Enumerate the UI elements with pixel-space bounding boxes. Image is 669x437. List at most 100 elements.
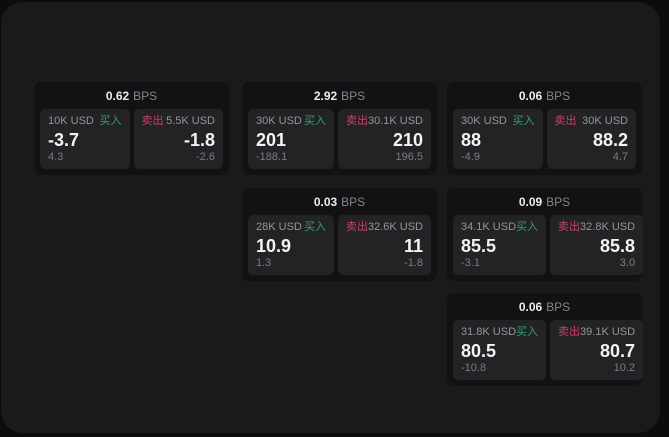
sell-price: 210 <box>392 130 423 150</box>
buy-price: 85.5 <box>461 236 497 256</box>
sell-label: 卖出 <box>141 115 164 127</box>
card-header: 0.06 BPS <box>447 82 642 109</box>
buy-pane-top: 10K USD 买入 <box>48 115 122 128</box>
card-body: 10K USD 买入 -3.7 4.3 卖出 5.5K USD -1.8 -2.… <box>34 109 229 175</box>
card-body: 31.8K USD 买入 80.5 -10.8 卖出 39.1K USD 80.… <box>447 320 644 386</box>
buy-amount: 28K USD <box>256 221 302 233</box>
sell-price: 80.7 <box>600 341 636 361</box>
card-body: 30K USD 买入 88 -4.9 卖出 30K USD 88.2 4.7 <box>447 109 642 175</box>
buy-amount: 30K USD <box>461 115 507 127</box>
sell-delta: 4.7 <box>612 151 628 163</box>
bps-value: 2.92 <box>313 88 338 103</box>
sell-pane-top: 卖出 30.1K USD <box>346 115 423 128</box>
buy-pane[interactable]: 30K USD 买入 88 -4.9 <box>453 109 543 169</box>
buy-delta: -3.1 <box>461 257 480 269</box>
bps-unit-label: BPS <box>546 194 571 209</box>
sell-delta: 10.2 <box>613 362 636 374</box>
bps-value: 0.03 <box>313 194 338 209</box>
sell-pane[interactable]: 卖出 39.1K USD 80.7 10.2 <box>550 320 644 380</box>
spread-card: 0.06 BPS 31.8K USD 买入 80.5 -10.8 卖出 39.1… <box>447 293 644 386</box>
card-body: 28K USD 买入 10.9 1.3 卖出 32.6K USD 11 -1.8 <box>242 215 437 281</box>
buy-delta: 4.3 <box>48 151 64 163</box>
card-header: 0.62 BPS <box>34 82 229 109</box>
sell-price: 11 <box>403 236 423 256</box>
sell-label: 卖出 <box>558 326 581 338</box>
buy-pane[interactable]: 30K USD 买入 201 -188.1 <box>248 109 334 169</box>
sell-pane[interactable]: 卖出 5.5K USD -1.8 -2.6 <box>133 109 223 169</box>
sell-label: 卖出 <box>345 115 368 127</box>
sell-label: 卖出 <box>558 221 581 233</box>
sell-pane[interactable]: 卖出 32.8K USD 85.8 3.0 <box>550 215 644 275</box>
buy-label: 买入 <box>512 115 535 127</box>
card-header: 0.06 BPS <box>447 293 642 320</box>
spread-card: 2.92 BPS 30K USD 买入 201 -188.1 卖出 30.1K … <box>242 82 437 175</box>
spread-card: 0.09 BPS 34.1K USD 买入 85.5 -3.1 卖出 32.8K… <box>447 188 644 281</box>
buy-label: 买入 <box>516 221 539 233</box>
sell-delta: 196.5 <box>395 151 423 163</box>
spread-card: 0.06 BPS 30K USD 买入 88 -4.9 卖出 30K USD 8… <box>447 82 642 175</box>
buy-amount: 30K USD <box>256 115 302 127</box>
buy-price: 88 <box>461 130 482 150</box>
buy-pane[interactable]: 28K USD 买入 10.9 1.3 <box>248 215 334 275</box>
bps-value: 0.62 <box>105 88 130 103</box>
bps-unit-label: BPS <box>546 299 571 314</box>
buy-pane[interactable]: 31.8K USD 买入 80.5 -10.8 <box>453 320 547 380</box>
bps-value: 0.06 <box>518 88 543 103</box>
buy-label: 买入 <box>303 115 326 127</box>
sell-amount: 39.1K USD <box>580 326 636 338</box>
buy-delta: -188.1 <box>256 151 288 163</box>
sell-pane-top: 卖出 39.1K USD <box>558 326 635 339</box>
buy-amount: 10K USD <box>48 115 94 127</box>
card-header: 2.92 BPS <box>242 82 437 109</box>
buy-price: -3.7 <box>48 130 80 150</box>
buy-pane-top: 30K USD 买入 <box>461 115 535 128</box>
buy-delta: -10.8 <box>461 362 487 374</box>
spread-card: 0.62 BPS 10K USD 买入 -3.7 4.3 卖出 5.5K USD… <box>34 82 229 175</box>
sell-pane[interactable]: 卖出 30.1K USD 210 196.5 <box>337 109 431 169</box>
buy-label: 买入 <box>516 326 539 338</box>
buy-pane[interactable]: 10K USD 买入 -3.7 4.3 <box>40 109 130 169</box>
sell-amount: 5.5K USD <box>166 115 215 127</box>
sell-delta: -2.6 <box>196 151 215 163</box>
buy-price: 10.9 <box>256 236 292 256</box>
buy-label: 买入 <box>99 115 122 127</box>
sell-pane-top: 卖出 32.6K USD <box>346 221 423 234</box>
buy-pane-top: 31.8K USD 买入 <box>461 326 538 339</box>
buy-label: 买入 <box>303 221 326 233</box>
sell-delta: 3.0 <box>619 257 636 269</box>
sell-price: 85.8 <box>600 236 636 256</box>
buy-delta: 1.3 <box>256 257 272 269</box>
sell-delta: -1.8 <box>404 257 423 269</box>
sell-pane-top: 卖出 30K USD <box>555 115 629 128</box>
card-body: 30K USD 买入 201 -188.1 卖出 30.1K USD 210 1… <box>242 109 437 175</box>
sell-label: 卖出 <box>554 115 577 127</box>
card-body: 34.1K USD 买入 85.5 -3.1 卖出 32.8K USD 85.8… <box>447 215 644 281</box>
buy-pane-top: 30K USD 买入 <box>256 115 326 128</box>
bps-value: 0.09 <box>518 194 543 209</box>
sell-price: -1.8 <box>183 130 215 150</box>
sell-pane[interactable]: 卖出 32.6K USD 11 -1.8 <box>337 215 431 275</box>
sell-amount: 30.1K USD <box>367 115 423 127</box>
buy-pane-top: 34.1K USD 买入 <box>461 221 538 234</box>
bps-unit-label: BPS <box>133 88 158 103</box>
card-header: 0.03 BPS <box>242 188 437 215</box>
bps-unit-label: BPS <box>546 88 571 103</box>
bps-unit-label: BPS <box>341 88 366 103</box>
sell-price: 88.2 <box>592 130 628 150</box>
bps-unit-label: BPS <box>341 194 366 209</box>
sell-label: 卖出 <box>345 221 368 233</box>
sell-pane-top: 卖出 5.5K USD <box>142 115 216 128</box>
sell-amount: 30K USD <box>582 115 628 127</box>
bps-value: 0.06 <box>518 299 543 314</box>
sell-pane[interactable]: 卖出 30K USD 88.2 4.7 <box>546 109 636 169</box>
buy-amount: 34.1K USD <box>461 221 517 233</box>
sell-amount: 32.6K USD <box>367 221 423 233</box>
sell-amount: 32.8K USD <box>580 221 636 233</box>
buy-amount: 31.8K USD <box>461 326 517 338</box>
spread-card: 0.03 BPS 28K USD 买入 10.9 1.3 卖出 32.6K US… <box>242 188 437 281</box>
card-header: 0.09 BPS <box>447 188 642 215</box>
buy-pane[interactable]: 34.1K USD 买入 85.5 -3.1 <box>453 215 547 275</box>
buy-pane-top: 28K USD 买入 <box>256 221 326 234</box>
buy-delta: -4.9 <box>461 151 480 163</box>
buy-price: 201 <box>256 130 287 150</box>
